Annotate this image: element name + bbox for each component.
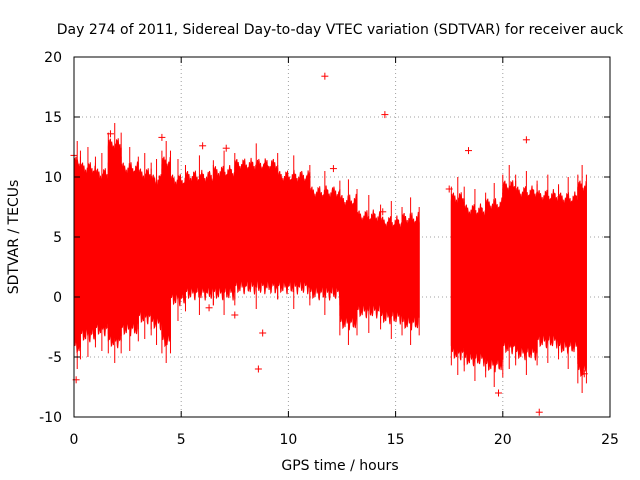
y-tick-label: -10 [39,410,62,426]
chart-title: Day 274 of 2011, Sidereal Day-to-day VTE… [57,22,624,38]
x-tick-label: 10 [279,432,297,448]
outlier-point [231,311,239,319]
y-tick-label: 5 [53,230,62,246]
outlier-point [199,142,207,150]
outlier-point [522,136,530,144]
outlier-point [379,208,387,216]
x-tick-label: 15 [387,432,405,448]
x-tick-label: 0 [70,432,79,448]
outlier-point [381,111,389,119]
y-tick-label: 10 [44,170,62,186]
y-tick-label: 20 [44,50,62,66]
x-axis-label: GPS time / hours [281,458,398,474]
data-bands [73,123,587,393]
outlier-point [535,408,543,416]
y-tick-label: -5 [48,350,62,366]
x-tick-label: 25 [601,432,619,448]
outlier-point [495,389,503,397]
outlier-point [158,133,166,141]
outlier-point [321,72,329,80]
y-tick-label: 0 [53,290,62,306]
y-axis-label: SDTVAR / TECUs [6,180,22,295]
outlier-point [205,304,213,312]
outlier-point [222,144,230,152]
outlier-point [445,185,453,193]
y-tick-label: 15 [44,110,62,126]
outlier-point [580,370,588,378]
ticks: 0 5 10 15 20 25 -10 -5 0 5 10 15 20 [39,50,619,448]
outlier-point [106,130,114,138]
outlier-point [464,147,472,155]
x-tick-label: 20 [494,432,512,448]
outlier-point [259,329,267,337]
x-tick-label: 5 [177,432,186,448]
outlier-point [329,165,337,173]
outlier-point [254,365,262,373]
outlier-point [336,199,344,207]
